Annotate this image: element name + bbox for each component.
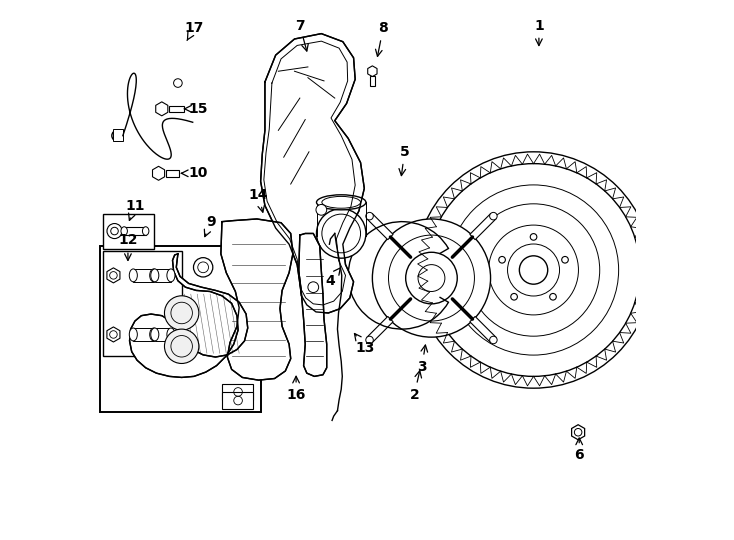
Ellipse shape	[167, 269, 175, 282]
Bar	[155, 328, 171, 341]
Text: 16: 16	[286, 376, 306, 402]
Polygon shape	[107, 268, 120, 283]
Circle shape	[107, 224, 122, 239]
Text: 1: 1	[534, 18, 544, 45]
Text: 12: 12	[118, 233, 138, 260]
Ellipse shape	[490, 212, 497, 220]
Ellipse shape	[150, 269, 158, 282]
Text: 15: 15	[184, 102, 208, 116]
Text: 3: 3	[417, 345, 428, 374]
Circle shape	[308, 282, 319, 293]
Circle shape	[174, 79, 182, 87]
Ellipse shape	[129, 269, 137, 282]
Circle shape	[415, 152, 652, 388]
Circle shape	[520, 256, 548, 284]
Circle shape	[530, 234, 537, 240]
Text: 13: 13	[355, 334, 375, 355]
Text: 17: 17	[184, 21, 204, 40]
Polygon shape	[470, 213, 496, 240]
Bar	[100, 246, 261, 413]
Ellipse shape	[129, 328, 137, 341]
Text: 11: 11	[126, 199, 145, 220]
Bar	[166, 170, 179, 177]
Polygon shape	[367, 316, 393, 343]
Bar	[134, 269, 153, 282]
Polygon shape	[107, 327, 120, 342]
Text: 8: 8	[376, 21, 388, 56]
Circle shape	[499, 256, 506, 263]
Bar	[222, 384, 253, 400]
Circle shape	[112, 130, 123, 141]
Polygon shape	[156, 102, 168, 116]
Ellipse shape	[142, 227, 149, 235]
Polygon shape	[221, 219, 293, 380]
Bar	[124, 227, 145, 235]
Circle shape	[316, 205, 327, 215]
Circle shape	[550, 293, 556, 300]
Bar	[370, 76, 375, 86]
Text: 14: 14	[249, 188, 268, 212]
Text: 6: 6	[575, 438, 584, 462]
Polygon shape	[129, 254, 248, 377]
Circle shape	[164, 296, 199, 330]
Polygon shape	[261, 33, 364, 313]
Ellipse shape	[316, 209, 366, 258]
Polygon shape	[572, 425, 585, 440]
Ellipse shape	[366, 212, 374, 220]
Polygon shape	[368, 66, 377, 77]
Text: 7: 7	[295, 18, 308, 51]
Circle shape	[372, 219, 490, 337]
Text: 10: 10	[181, 166, 208, 180]
Circle shape	[562, 256, 568, 263]
Ellipse shape	[150, 269, 159, 282]
Polygon shape	[367, 213, 393, 240]
Text: 2: 2	[410, 371, 421, 402]
Text: 4: 4	[326, 268, 341, 288]
Ellipse shape	[150, 328, 158, 341]
Polygon shape	[470, 316, 496, 343]
Bar	[222, 393, 253, 409]
Bar	[169, 106, 184, 112]
Polygon shape	[153, 166, 164, 180]
Ellipse shape	[316, 195, 366, 210]
Bar	[134, 328, 153, 341]
Ellipse shape	[167, 328, 175, 341]
Circle shape	[194, 258, 213, 277]
Circle shape	[164, 329, 199, 363]
Bar	[103, 214, 153, 248]
Ellipse shape	[150, 328, 159, 341]
Text: 9: 9	[204, 215, 216, 237]
Text: 5: 5	[399, 145, 410, 176]
Bar	[114, 129, 123, 141]
Polygon shape	[299, 233, 327, 376]
Bar	[103, 251, 182, 356]
Ellipse shape	[121, 227, 128, 235]
Circle shape	[511, 293, 517, 300]
Ellipse shape	[366, 336, 374, 344]
Ellipse shape	[490, 336, 497, 344]
Circle shape	[418, 265, 445, 292]
Circle shape	[406, 252, 457, 304]
Bar	[155, 269, 171, 282]
